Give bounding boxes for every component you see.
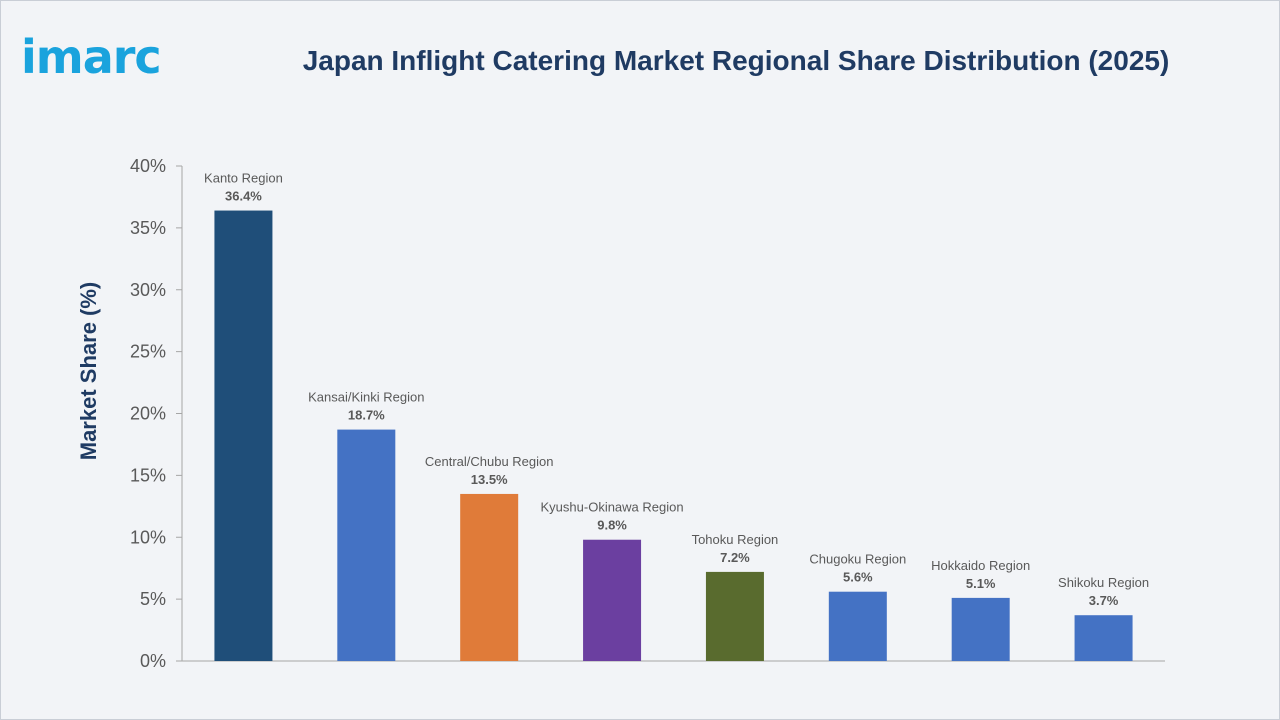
y-tick-label: 25%: [130, 342, 166, 362]
bar-labels: Kanto Region 36.4% Kansai/Kinki Region 18.7…: [204, 171, 1149, 609]
bar: [705, 571, 764, 661]
bar-value-label: 36.4%: [225, 189, 262, 204]
bar: [1074, 615, 1133, 661]
bar-value-label: 18.7%: [348, 408, 385, 423]
bar-value-label: 5.6%: [843, 570, 873, 585]
y-tick-label: 5%: [140, 589, 166, 609]
bar: [460, 493, 519, 661]
y-axis-title: Market Share (%): [76, 282, 101, 461]
bar: [583, 539, 642, 661]
y-tick-label: 15%: [130, 465, 166, 485]
bar: [951, 597, 1010, 661]
y-tick-label: 35%: [130, 218, 166, 238]
bar-value-label: 7.2%: [720, 550, 750, 565]
bar-category-label: Chugoku Region: [809, 552, 906, 567]
chart-title: Japan Inflight Catering Market Regional …: [302, 45, 1170, 76]
y-tick-label: 0%: [140, 651, 166, 671]
imarc-logo: imarc: [21, 30, 162, 84]
bar-category-label: Central/Chubu Region: [425, 454, 554, 469]
bar-category-label: Kyushu-Okinawa Region: [541, 500, 684, 515]
bar: [828, 591, 887, 661]
bar-category-label: Tohoku Region: [692, 532, 779, 547]
bar-category-label: Shikoku Region: [1058, 575, 1149, 590]
bar-category-label: Hokkaido Region: [931, 558, 1030, 573]
axes: 0% 5% 10% 15% 20% 25% 30% 35% 40%: [130, 156, 1165, 671]
bar-category-label: Kanto Region: [204, 171, 283, 186]
bar-value-label: 3.7%: [1089, 593, 1119, 608]
y-tick-label: 30%: [130, 280, 166, 300]
y-tick-label: 20%: [130, 404, 166, 424]
y-tick-label: 10%: [130, 527, 166, 547]
bars: [214, 210, 1133, 662]
bar-value-label: 13.5%: [471, 472, 508, 487]
bar-category-label: Kansai/Kinki Region: [308, 390, 424, 405]
bar-value-label: 5.1%: [966, 576, 996, 591]
bar-value-label: 9.8%: [597, 518, 627, 533]
y-tick-label: 40%: [130, 156, 166, 176]
bar: [337, 429, 396, 661]
bar: [214, 210, 273, 662]
